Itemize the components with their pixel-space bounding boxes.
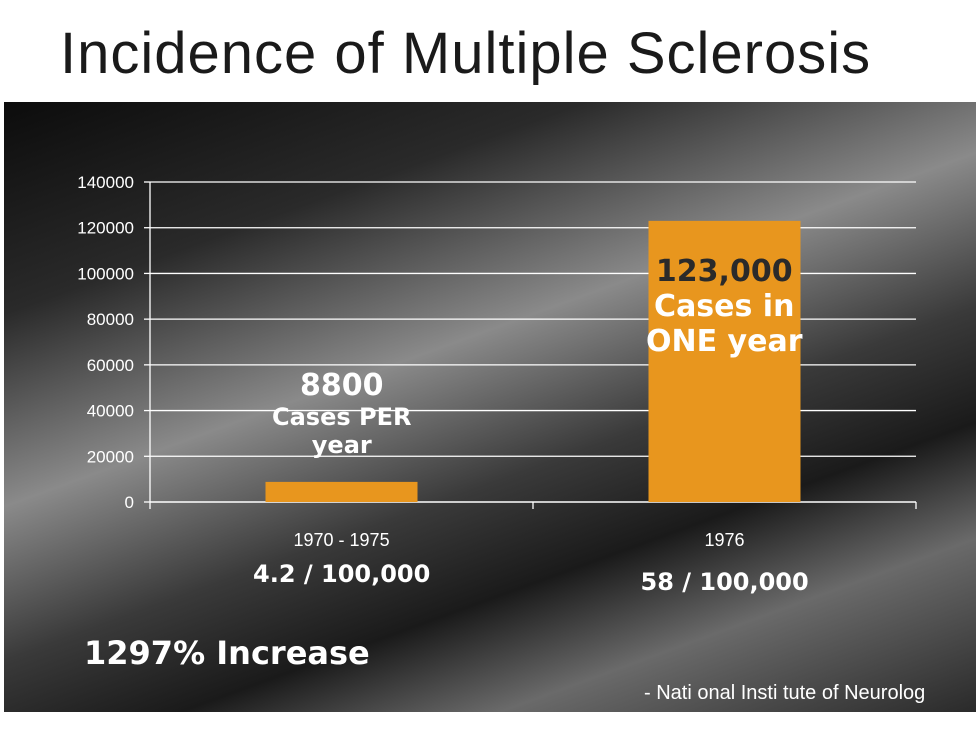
y-tick-label: 20000 (87, 447, 134, 466)
bar-annotation-1970-1975: 8800 Cases PER year (272, 368, 411, 459)
y-tick-label: 40000 (87, 402, 134, 421)
annotation-line: year (311, 431, 372, 459)
y-tick-label: 60000 (87, 356, 134, 375)
y-tick-label: 0 (125, 493, 134, 512)
bar-1970-1975 (265, 481, 418, 502)
incidence-rate-1976: 58 / 100,000 (640, 568, 809, 596)
x-tick-label-1970-1975: 1970 - 1975 (293, 530, 390, 550)
bar-1976 (648, 220, 801, 502)
annotation-line: Cases PER (272, 403, 412, 431)
bar-chart: 0 20000 40000 60000 80000 100000 120000 140000 (77, 173, 917, 512)
y-tick-label: 80000 (87, 310, 134, 329)
source-citation: - Nati onal Insti tute of Neurolog (644, 682, 926, 704)
slide-title: Incidence of Multiple Sclerosis (60, 21, 872, 86)
bar-annotation-1976: 123,000 Cases in ONE year (646, 254, 803, 359)
annotation-value: 123,000 (655, 254, 793, 289)
x-tick-label-1976: 1976 (704, 530, 745, 550)
annotation-value: 8800 (299, 368, 384, 403)
chart-panel: 0 20000 40000 60000 80000 100000 120000 140000 … (4, 102, 976, 712)
annotation-line: Cases in (654, 289, 795, 324)
annotation-line: ONE year (646, 324, 803, 359)
incidence-rate-1970-1975: 4.2 / 100,000 (253, 560, 431, 588)
y-tick-label: 100000 (77, 264, 134, 283)
y-tick-label: 120000 (77, 219, 134, 238)
increase-label: 1297% Increase (84, 634, 370, 672)
y-tick-label: 140000 (77, 173, 134, 192)
